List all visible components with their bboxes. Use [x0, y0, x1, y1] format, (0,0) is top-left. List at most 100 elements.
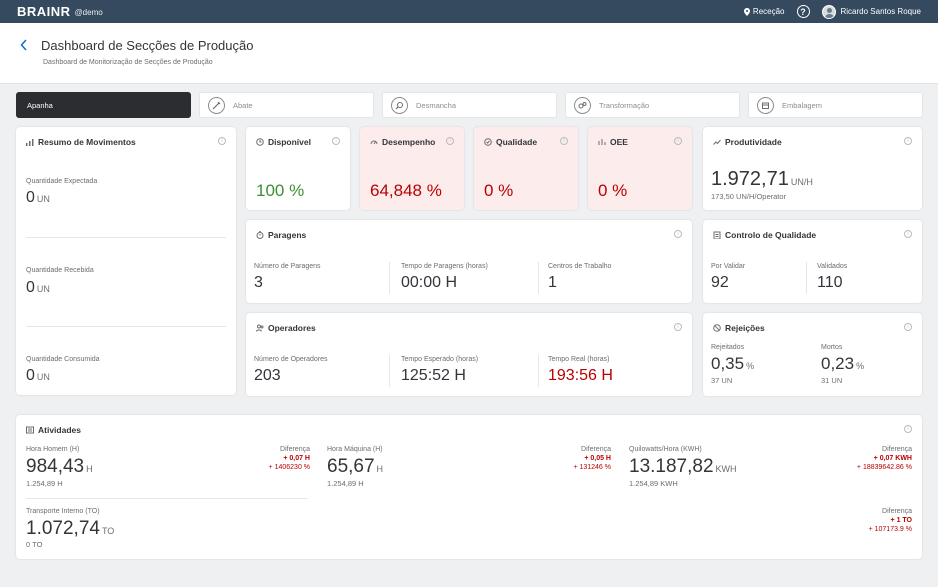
- rejeitados-number: 0,35: [711, 354, 745, 373]
- diff-label: Diferença: [882, 446, 912, 453]
- card-qualidade: Qualidade i 0 %: [474, 127, 578, 210]
- info-icon[interactable]: i: [674, 323, 682, 331]
- card-desempenho: Desempenho i 64,848 %: [360, 127, 464, 210]
- divider: [26, 237, 226, 238]
- produtividade-unit: UN/H: [790, 177, 813, 187]
- card-title-text: OEE: [610, 137, 628, 147]
- activity-icon: [26, 426, 34, 434]
- mortos-number: 0,23: [821, 354, 855, 373]
- paragens-time-value: 00:00 H: [401, 274, 458, 291]
- atividade-value: 984,43 H: [26, 456, 93, 478]
- tempo-esperado-value: 125:52 H: [401, 367, 466, 384]
- divider: [26, 326, 226, 327]
- card-title-text: Rejeições: [725, 323, 765, 333]
- box-icon: [757, 96, 774, 114]
- card-title-text: Disponível: [268, 137, 311, 147]
- validados-value: 110: [817, 274, 843, 291]
- mortos-label: Mortos: [821, 344, 843, 351]
- tab-abate[interactable]: Abate: [199, 92, 374, 118]
- diff-percent: + 1406230 %: [268, 464, 310, 471]
- info-icon[interactable]: i: [904, 425, 912, 433]
- mortos-value: 0,23%: [821, 354, 864, 374]
- atividade-sub: 1.254,89 H: [26, 479, 63, 488]
- paragens-count-value: 3: [254, 274, 263, 291]
- top-bar: BRAINR @demo Receção ? Ricardo Santos Ro…: [0, 0, 938, 23]
- topbar-right: Receção ? Ricardo Santos Roque: [743, 4, 922, 19]
- card-title: OEE: [598, 137, 628, 147]
- tenant-label: @demo: [74, 8, 103, 17]
- info-icon[interactable]: i: [904, 323, 912, 331]
- card-title-text: Operadores: [268, 323, 316, 333]
- tab-transformacao[interactable]: Transformação: [565, 92, 740, 118]
- card-title: Qualidade: [484, 137, 537, 147]
- atividade-label: Hora Homem (H): [26, 446, 80, 453]
- oee-value: 0 %: [598, 181, 628, 200]
- atividade-number: 984,43: [26, 456, 85, 477]
- card-title-text: Desempenho: [382, 137, 436, 147]
- user-name[interactable]: Ricardo Santos Roque: [840, 7, 922, 16]
- diff-percent: + 107173.9 %: [868, 526, 912, 533]
- knife-icon: [208, 96, 225, 114]
- app-logo[interactable]: BRAINR: [17, 4, 71, 19]
- por-validar-value: 92: [711, 274, 729, 291]
- info-icon[interactable]: i: [560, 137, 568, 145]
- card-paragens: Paragens i Número de Paragens 3 Tempo de…: [246, 220, 692, 303]
- info-icon[interactable]: i: [446, 137, 454, 145]
- page-subtitle: Dashboard de Monitorização de Secções de…: [43, 59, 213, 66]
- card-title: Atividades: [26, 425, 81, 435]
- page-title: Dashboard de Secções de Produção: [41, 38, 254, 53]
- atividade-value: 65,67 H: [327, 456, 383, 478]
- card-title: Operadores: [256, 323, 316, 333]
- info-icon[interactable]: i: [904, 137, 912, 145]
- atividade-sub: 1.254,89 KWH: [629, 479, 678, 488]
- card-title-text: Paragens: [268, 230, 307, 240]
- atividade-number: 65,67: [327, 456, 375, 477]
- info-icon[interactable]: i: [904, 230, 912, 238]
- expected-number: 0: [26, 189, 35, 206]
- atividade-unit: KWH: [715, 464, 737, 474]
- card-title: Desempenho: [370, 137, 435, 147]
- info-icon[interactable]: i: [674, 137, 682, 145]
- atividade-label: Transporte Interno (TO): [26, 508, 100, 515]
- tab-label: Transformação: [599, 100, 650, 110]
- block-icon: [713, 324, 721, 332]
- info-icon[interactable]: i: [674, 230, 682, 238]
- clock-icon: [256, 138, 264, 146]
- expected-unit: UN: [36, 194, 50, 204]
- por-validar-label: Por Validar: [711, 263, 746, 270]
- location-selector[interactable]: Receção: [743, 7, 785, 16]
- card-title: Resumo de Movimentos: [26, 137, 136, 147]
- users-icon: [256, 324, 264, 332]
- search-icon: [391, 96, 408, 114]
- desempenho-value: 64,848 %: [370, 181, 442, 200]
- card-title-text: Produtividade: [725, 137, 782, 147]
- card-title: Produtividade: [713, 137, 782, 147]
- tab-apanha[interactable]: Apanha: [16, 92, 191, 118]
- card-title: Controlo de Qualidade: [713, 230, 816, 240]
- card-produtividade: Produtividade i 1.972,71 UN/H 173,50 UN/H…: [703, 127, 922, 210]
- card-rejeicoes: Rejeições i Rejeitados 0,35% 37 UN Morto…: [703, 313, 922, 396]
- avatar[interactable]: [821, 4, 836, 19]
- received-number: 0: [26, 279, 35, 296]
- location-pin-icon: [743, 7, 750, 16]
- validados-label: Validados: [817, 263, 848, 270]
- tempo-real-label: Tempo Real (horas): [548, 356, 610, 363]
- tab-desmancha[interactable]: Desmancha: [382, 92, 557, 118]
- atividade-unit: H: [376, 464, 384, 474]
- gauge-icon: [370, 140, 378, 145]
- info-icon[interactable]: i: [332, 137, 340, 145]
- diff-value: + 0,05 H: [584, 455, 611, 462]
- atividade-diff: Diferença + 0,07 KWH + 18839642.86 %: [857, 446, 912, 471]
- card-controlo-qualidade: Controlo de Qualidade i Por Validar 92 V…: [703, 220, 922, 303]
- card-title: Paragens: [256, 230, 306, 240]
- received-value: 0 UN: [26, 279, 50, 297]
- tab-embalagem[interactable]: Embalagem: [748, 92, 923, 118]
- mortos-unit: %: [856, 361, 865, 371]
- info-icon[interactable]: i: [218, 137, 226, 145]
- diff-percent: + 18839642.86 %: [856, 464, 912, 471]
- card-operadores: Operadores i Número de Operadores 203 Te…: [246, 313, 692, 396]
- help-icon[interactable]: ?: [796, 5, 810, 18]
- location-label: Receção: [752, 7, 785, 16]
- atividade-sub: 0 TO: [26, 540, 43, 549]
- back-icon[interactable]: [20, 39, 32, 53]
